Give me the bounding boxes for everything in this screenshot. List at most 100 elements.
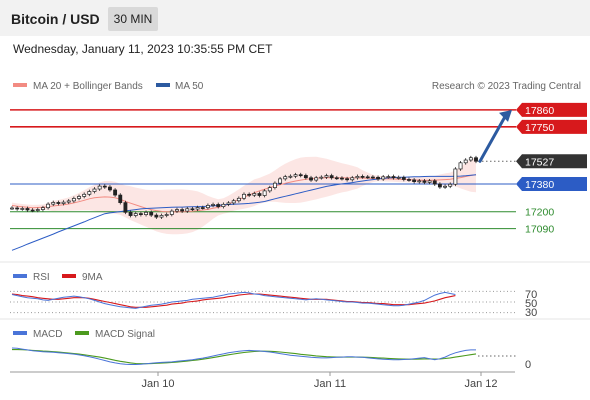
rsi-legend-label: RSI [33, 272, 50, 283]
candle [128, 211, 133, 216]
candle [113, 189, 118, 196]
support-level-label: 17200 [525, 207, 554, 219]
candle [345, 178, 350, 181]
support-level-label: 17090 [525, 224, 554, 236]
ma50-legend-swatch [156, 83, 170, 87]
candle [195, 207, 200, 210]
candle [437, 183, 442, 188]
candle [149, 211, 154, 216]
candle [242, 193, 246, 199]
candle [92, 188, 97, 192]
candle [278, 178, 283, 184]
candle [407, 179, 411, 181]
macd-legend-swatch [13, 331, 27, 335]
candle [417, 180, 422, 183]
candle [432, 180, 437, 185]
candle [200, 207, 205, 209]
resistance-level-tag [516, 102, 587, 117]
candle [226, 202, 231, 205]
candle [365, 176, 370, 179]
candle [118, 194, 123, 203]
candle [309, 177, 313, 181]
candle [97, 185, 102, 190]
candle [370, 176, 375, 179]
candle [123, 202, 128, 213]
candle [443, 185, 447, 188]
candle [108, 186, 112, 191]
candle [138, 213, 143, 215]
candle [422, 180, 427, 183]
candle [35, 209, 40, 211]
candle [15, 207, 20, 210]
candle [252, 193, 257, 196]
candle [283, 176, 288, 180]
macd-signal-line [12, 349, 477, 365]
candle [427, 180, 432, 183]
bollinger-legend-label: MA 20 + Bollinger Bands [33, 81, 143, 92]
bollinger-legend-swatch [13, 83, 27, 87]
candle [236, 197, 241, 202]
candle [453, 168, 458, 185]
candle [458, 162, 463, 170]
candle [448, 183, 453, 187]
candle [247, 193, 252, 196]
resistance-level-label: 17860 [525, 105, 554, 117]
candle [396, 177, 401, 179]
candle [303, 175, 308, 179]
macd-tick-zero: 0 [525, 359, 531, 371]
pivot-level-tag [516, 176, 587, 191]
instrument-title: Bitcoin / USD [11, 11, 100, 27]
candle [386, 176, 391, 178]
candle [376, 176, 380, 180]
candle [257, 193, 262, 196]
rsi-tick-50: 50 [525, 298, 537, 310]
macd-signal-legend-label: MACD Signal [95, 329, 155, 340]
candle [82, 193, 87, 197]
candle [144, 211, 148, 215]
resistance-level-tag [516, 119, 587, 134]
resistance-level-label: 17750 [525, 122, 554, 134]
candle [211, 204, 215, 206]
macd-line [11, 347, 476, 365]
credit-text: Research © 2023 Trading Central [432, 81, 581, 92]
candle [231, 200, 236, 204]
candle [205, 205, 210, 209]
x-axis: Jan 10 Jan 11 Jan 12 [141, 372, 498, 390]
rsi-ma-legend-swatch [62, 274, 76, 278]
ma50-legend-label: MA 50 [175, 81, 204, 92]
candle [468, 157, 473, 161]
candle [391, 176, 396, 179]
header-bar [0, 0, 590, 36]
rsi-ma-legend-label: 9MA [82, 272, 103, 283]
macd-legend-label: MACD [33, 329, 62, 340]
candle [324, 175, 329, 178]
rsi-line [11, 291, 456, 309]
candle [180, 209, 185, 212]
x-tick-label: Jan 10 [141, 378, 174, 390]
macd-panel [11, 347, 516, 365]
candle [175, 209, 179, 212]
candle [190, 208, 195, 211]
candle [46, 203, 51, 209]
candle [334, 177, 339, 180]
candle [463, 159, 468, 164]
candle [350, 177, 355, 181]
candle [293, 174, 298, 177]
candle [319, 176, 324, 179]
candle [41, 207, 45, 210]
current-level-tag [516, 154, 587, 169]
candle [102, 185, 107, 188]
macd-signal-legend-swatch [75, 331, 89, 335]
rsi-panel [10, 290, 516, 314]
timeframe-button[interactable]: 30 MIN [108, 7, 158, 31]
rsi-tick-70: 70 [525, 289, 537, 301]
candle [77, 196, 81, 199]
candle [185, 208, 190, 212]
candle [216, 204, 221, 207]
candle [164, 214, 169, 216]
candle [314, 177, 319, 181]
candle [30, 209, 35, 212]
candle [61, 201, 66, 204]
candle [56, 202, 61, 204]
